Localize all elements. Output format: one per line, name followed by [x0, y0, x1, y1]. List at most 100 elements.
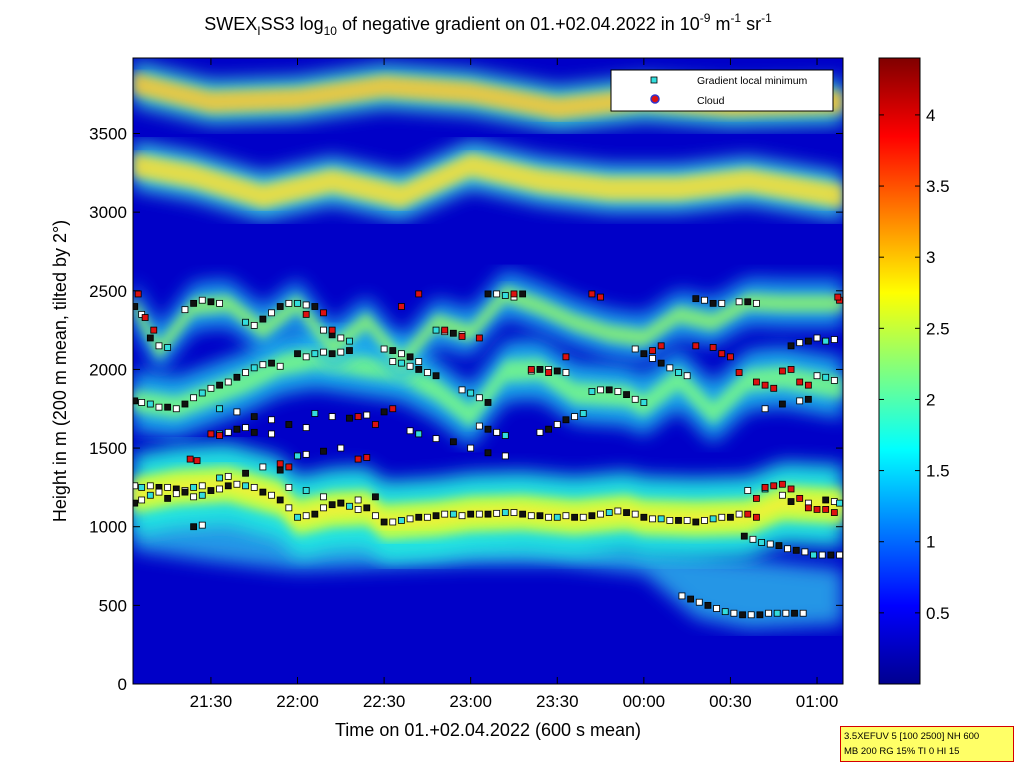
- cloud-point: [744, 510, 752, 518]
- gradient-minimum-point: [415, 513, 423, 521]
- x-tick-label: 23:30: [536, 692, 579, 711]
- cloud-point: [545, 369, 553, 376]
- gradient-minimum-point: [354, 496, 362, 504]
- gradient-minimum-point: [250, 413, 258, 421]
- cloud-point: [727, 353, 734, 361]
- gradient-minimum-point: [406, 427, 414, 435]
- gradient-minimum-point: [207, 384, 215, 392]
- gradient-minimum-point: [756, 611, 764, 619]
- gradient-minimum-point: [678, 592, 686, 600]
- gradient-minimum-point: [320, 326, 327, 334]
- gradient-minimum-point: [328, 501, 336, 509]
- gradient-minimum-point: [701, 517, 708, 524]
- gradient-minimum-point: [713, 605, 720, 612]
- gradient-minimum-point: [337, 348, 345, 356]
- gradient-minimum-point: [493, 509, 501, 517]
- gradient-minimum-point: [216, 405, 223, 413]
- gradient-minimum-point: [836, 551, 843, 559]
- gradient-minimum-point: [138, 483, 146, 491]
- gradient-minimum-point: [133, 303, 139, 310]
- cloud-point: [441, 326, 449, 334]
- gradient-minimum-point: [423, 513, 431, 521]
- gradient-minimum-point: [822, 373, 830, 381]
- gradient-minimum-point: [449, 329, 457, 337]
- gradient-minimum-point: [398, 517, 405, 524]
- parameter-line-2: MB 200 RG 15% TI 0 HI 15: [844, 746, 960, 757]
- cloud-point: [372, 421, 379, 428]
- cloud-point: [822, 506, 830, 513]
- gradient-minimum-point: [753, 299, 760, 307]
- cloud-point: [141, 314, 149, 321]
- gradient-minimum-point: [818, 551, 826, 559]
- gradient-minimum-point: [406, 353, 414, 361]
- gradient-minimum-point: [276, 303, 284, 310]
- gradient-minimum-point: [758, 539, 766, 546]
- gradient-minimum-point: [224, 482, 232, 490]
- legend-label-cloud: Cloud: [697, 95, 725, 107]
- band-2400-outer: [133, 270, 843, 386]
- gradient-minimum-point: [553, 513, 561, 521]
- gradient-minimum-point: [268, 309, 275, 317]
- gradient-minimum-point: [458, 512, 466, 520]
- gradient-minimum-point: [766, 540, 774, 548]
- gradient-minimum-point: [467, 389, 475, 397]
- gradient-minimum-point: [224, 428, 232, 436]
- gradient-minimum-point: [181, 488, 189, 496]
- gradient-minimum-point: [398, 350, 405, 358]
- gradient-minimum-point: [328, 413, 336, 421]
- gradient-minimum-point: [579, 513, 587, 521]
- cloud-point: [150, 326, 158, 334]
- cloud-point: [770, 482, 778, 490]
- gradient-minimum-point: [709, 299, 717, 307]
- gradient-minimum-point: [294, 299, 301, 307]
- gradient-minimum-point: [527, 512, 535, 520]
- gradient-minimum-point: [597, 386, 604, 394]
- gradient-minimum-point: [415, 358, 423, 365]
- colorbar-ticks: 0.5 1 1.5 2 2.5 3 3.5 4: [879, 106, 950, 623]
- gradient-minimum-point: [242, 469, 249, 477]
- plot-frame: [132, 57, 844, 685]
- gradient-minimum-point: [285, 483, 293, 491]
- gradient-minimum-point: [164, 344, 172, 351]
- band-boundary-core: [133, 477, 843, 529]
- gradient-minimum-point: [190, 483, 198, 491]
- cloud-point: [354, 413, 362, 421]
- cloud-point: [207, 430, 215, 438]
- gradient-minimum-point: [501, 509, 509, 516]
- gradient-minimum-point: [354, 506, 362, 513]
- gradient-minimum-point: [830, 377, 838, 384]
- gradient-minimum-point: [730, 609, 738, 617]
- cloud-point: [796, 378, 804, 386]
- gradient-minimum-point: [484, 510, 492, 518]
- colorbar-tick-label: 4: [926, 106, 935, 125]
- gradient-minimum-point: [718, 513, 726, 521]
- gradient-minimum-point: [346, 502, 353, 510]
- y-tick-label: 2500: [89, 282, 127, 301]
- gradient-minimum-point: [285, 299, 293, 307]
- gradient-minimum-point: [302, 487, 310, 494]
- gradient-minimum-point: [441, 510, 449, 518]
- colorbar-tick-label: 3: [926, 248, 935, 267]
- gradient-minimum-point: [276, 466, 284, 474]
- gradient-minimum-point: [666, 517, 674, 524]
- gradient-minimum-point: [683, 372, 691, 380]
- gradient-minimum-point: [778, 491, 786, 499]
- gradient-minimum-point: [389, 347, 397, 354]
- gradient-minimum-point: [285, 421, 293, 428]
- gradient-minimum-point: [536, 512, 544, 520]
- cloud-point: [354, 455, 362, 463]
- gradient-minimum-point: [380, 518, 388, 526]
- parameter-line-1: 3.5XEFUV 5 [100 2500] NH 600: [844, 731, 980, 742]
- gradient-minimum-point: [372, 512, 379, 520]
- gradient-minimum-point: [146, 482, 154, 490]
- gradient-minimum-point: [810, 551, 817, 559]
- gradient-minimum-point: [311, 510, 319, 518]
- gradient-minimum-point: [631, 345, 639, 353]
- gradient-minimum-point: [294, 513, 301, 521]
- cloud-point: [320, 309, 327, 317]
- gradient-minimum-point: [415, 366, 423, 373]
- gradient-minimum-point: [233, 425, 241, 433]
- cloud-point: [588, 290, 596, 298]
- gradient-minimum-point: [519, 290, 527, 298]
- gradient-minimum-point: [536, 428, 544, 436]
